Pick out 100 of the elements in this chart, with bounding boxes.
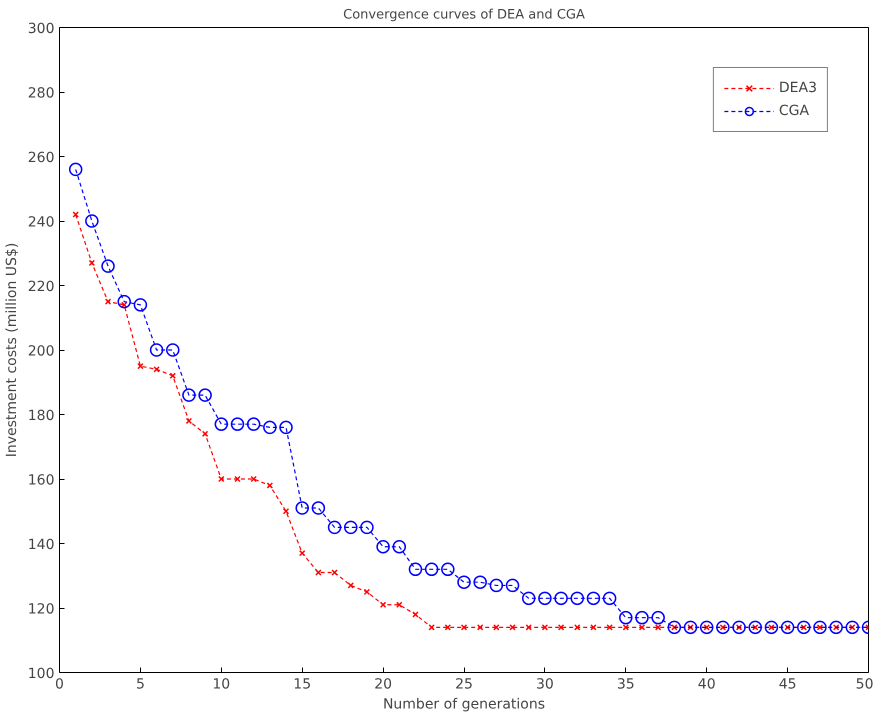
x-tick-label: 45 <box>778 676 797 692</box>
point <box>218 476 225 482</box>
x-tick-label: 30 <box>536 676 554 692</box>
point <box>574 624 580 631</box>
point <box>638 624 646 631</box>
point <box>85 214 99 228</box>
x-tick-label: 20 <box>374 676 392 692</box>
point <box>166 343 180 357</box>
point <box>460 624 468 631</box>
point <box>651 610 665 624</box>
point <box>230 417 244 431</box>
point <box>328 520 342 534</box>
point <box>622 624 630 631</box>
point <box>635 610 649 624</box>
point <box>558 624 564 631</box>
point <box>392 540 406 554</box>
chart-title: Convergence curves of DEA and CGA <box>343 8 585 22</box>
point <box>846 620 860 634</box>
point <box>619 610 633 624</box>
point <box>101 259 115 273</box>
point <box>396 602 403 608</box>
point <box>590 624 597 631</box>
point <box>509 624 516 631</box>
point <box>813 620 827 634</box>
point <box>376 540 390 554</box>
point <box>554 592 568 606</box>
y-tick-label: 100 <box>28 666 55 682</box>
y-tick-label: 280 <box>28 86 55 102</box>
point <box>150 343 164 357</box>
point <box>606 624 613 631</box>
y-tick-label: 240 <box>28 214 55 230</box>
point <box>331 569 338 576</box>
point <box>780 620 794 634</box>
legend-label: CGA <box>778 103 810 119</box>
point <box>522 592 536 606</box>
point <box>250 476 257 482</box>
point <box>441 562 455 576</box>
point <box>153 366 160 373</box>
point <box>202 430 208 438</box>
point <box>186 418 192 424</box>
point <box>476 624 484 631</box>
point <box>234 476 241 482</box>
point <box>117 294 131 308</box>
y-tick-label: 120 <box>28 602 55 618</box>
x-tick-label: 15 <box>293 676 312 692</box>
point <box>88 260 96 266</box>
x-tick-label: 0 <box>55 676 64 692</box>
point <box>797 620 811 634</box>
point <box>364 588 370 596</box>
point <box>315 569 322 576</box>
legend-label: DEA3 <box>778 80 817 96</box>
point <box>506 578 520 592</box>
point <box>282 508 290 514</box>
point <box>298 550 306 556</box>
x-tick-label: 25 <box>455 676 473 692</box>
y-tick-label: 260 <box>28 150 55 166</box>
point <box>344 520 358 534</box>
x-tick-label: 40 <box>698 676 716 692</box>
point <box>490 578 504 592</box>
y-tick-label: 160 <box>28 472 55 488</box>
point <box>732 620 746 634</box>
x-tick-label: 50 <box>856 676 873 692</box>
point <box>586 592 600 606</box>
point <box>279 420 293 434</box>
y-tick-label: 300 <box>28 21 55 37</box>
point <box>312 501 326 515</box>
x-tick-label: 35 <box>616 676 635 692</box>
point <box>246 417 260 431</box>
point <box>457 575 471 589</box>
point <box>684 620 698 634</box>
point <box>542 624 548 631</box>
point <box>214 417 228 431</box>
point <box>602 592 616 606</box>
point <box>134 298 148 312</box>
x-tick-label: 5 <box>136 676 145 692</box>
x-axis-title: Number of generations <box>382 696 546 712</box>
point <box>493 624 500 631</box>
point <box>295 501 309 515</box>
point <box>473 575 487 589</box>
point <box>72 211 79 218</box>
y-tick-label: 140 <box>28 537 55 553</box>
point <box>700 620 714 634</box>
point <box>444 624 452 631</box>
point <box>182 388 196 402</box>
point <box>170 372 176 380</box>
point <box>538 592 552 606</box>
point <box>829 620 843 634</box>
point <box>748 620 762 634</box>
point <box>412 611 419 618</box>
y-tick-label: 200 <box>28 344 55 360</box>
point <box>570 592 584 606</box>
point <box>263 420 277 434</box>
point <box>424 562 438 576</box>
point <box>654 624 662 631</box>
x-tick-label: 10 <box>212 676 230 692</box>
point <box>408 562 422 576</box>
point <box>428 624 435 631</box>
point <box>380 602 386 608</box>
point <box>104 298 112 305</box>
point <box>716 620 730 634</box>
